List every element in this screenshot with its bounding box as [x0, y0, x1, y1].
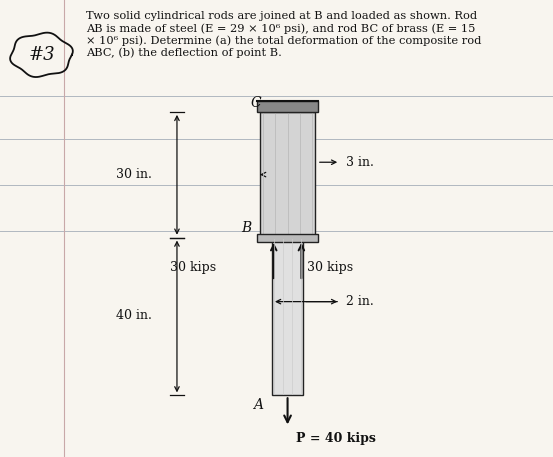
Text: Two solid cylindrical rods are joined at B and loaded as shown. Rod
AB is made o: Two solid cylindrical rods are joined at… [86, 11, 481, 58]
Text: A: A [253, 398, 263, 412]
Text: 40 in.: 40 in. [116, 309, 152, 322]
Text: 30 kips: 30 kips [307, 261, 353, 274]
Text: 30 in.: 30 in. [116, 168, 152, 181]
Bar [260, 112, 315, 238]
Text: C: C [251, 96, 261, 110]
Text: 3 in.: 3 in. [346, 156, 373, 169]
Text: B: B [241, 221, 251, 235]
Bar [257, 234, 318, 242]
Bar [272, 238, 303, 395]
Text: 30 kips: 30 kips [170, 261, 216, 274]
Text: #3: #3 [28, 46, 55, 64]
Bar [257, 101, 318, 112]
Text: 2 in.: 2 in. [346, 295, 373, 308]
Text: P = 40 kips: P = 40 kips [296, 432, 375, 445]
